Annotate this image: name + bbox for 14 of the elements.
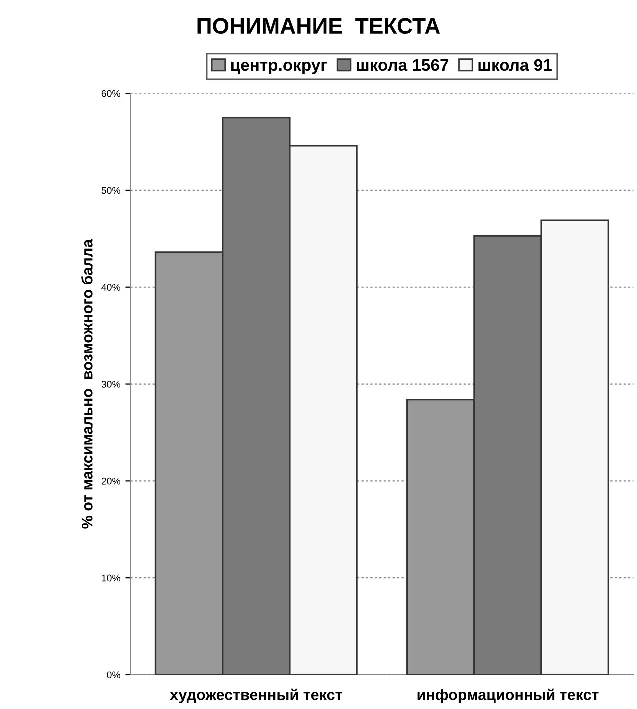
- y-axis-title: % от максимально возможного балла: [81, 239, 93, 529]
- y-tick-label: 60%: [102, 90, 121, 98]
- y-tick-label: 30%: [102, 381, 121, 388]
- legend-label: школа 91: [478, 59, 552, 72]
- x-tick-label: художественный текст: [170, 688, 342, 704]
- chart-title: ПОНИМАНИЕ ТЕКСТА: [198, 18, 440, 34]
- y-tick-label: 20%: [102, 478, 121, 485]
- y-tick-label: 10%: [102, 574, 121, 582]
- y-tick-label: 50%: [102, 187, 121, 194]
- legend-label: центр.округ: [232, 62, 328, 74]
- y-tick-label: 0%: [107, 672, 121, 679]
- x-tick-label: информационный текст: [418, 688, 599, 704]
- y-tick-label: 40%: [102, 284, 121, 291]
- legend-label: школа 1567: [357, 59, 449, 72]
